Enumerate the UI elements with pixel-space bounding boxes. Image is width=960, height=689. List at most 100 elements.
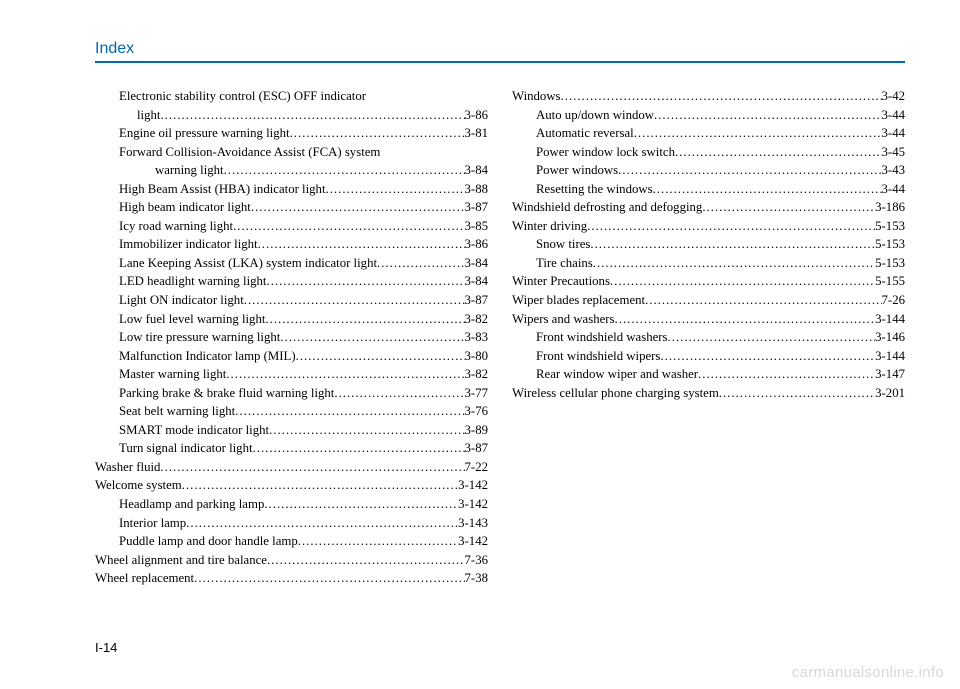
entry-label: Winter driving — [512, 217, 587, 236]
entry-label: Automatic reversal — [536, 124, 634, 143]
index-entry: Power window lock switch 3-45 — [512, 143, 905, 162]
entry-leader — [296, 347, 465, 366]
entry-label: Engine oil pressure warning light — [119, 124, 290, 143]
entry-label: Malfunction Indicator lamp (MIL) — [119, 347, 296, 366]
entry-label: Front windshield wipers — [536, 347, 660, 366]
entry-leader — [258, 235, 465, 254]
index-entry: Automatic reversal 3-44 — [512, 124, 905, 143]
index-entry: Lane Keeping Assist (LKA) system indicat… — [95, 254, 488, 273]
entry-page: 7-36 — [465, 551, 488, 570]
index-entry: Winter Precautions 5-155 — [512, 272, 905, 291]
entry-label: LED headlight warning light — [119, 272, 267, 291]
entry-leader — [244, 291, 465, 310]
entry-page: 3-44 — [882, 106, 905, 125]
entry-label: Washer fluid — [95, 458, 160, 477]
index-entry: Wheel replacement 7-38 — [95, 569, 488, 588]
entry-leader — [267, 272, 465, 291]
index-entry: Front windshield wipers 3-144 — [512, 347, 905, 366]
entry-page: 3-201 — [875, 384, 905, 403]
entry-label: Headlamp and parking lamp — [119, 495, 264, 514]
entry-leader — [590, 235, 875, 254]
entry-page: 3-81 — [465, 124, 488, 143]
entry-label: High Beam Assist (HBA) indicator light — [119, 180, 326, 199]
entry-label: Winter Precautions — [512, 272, 610, 291]
entry-leader — [593, 254, 875, 273]
entry-page: 3-146 — [875, 328, 905, 347]
entry-label-cont: light — [137, 106, 160, 125]
entry-leader — [267, 551, 465, 570]
index-entry: Immobilizer indicator light 3-86 — [95, 235, 488, 254]
entry-leader — [702, 198, 875, 217]
entry-label: Light ON indicator light — [119, 291, 244, 310]
index-entry: Icy road warning light 3-85 — [95, 217, 488, 236]
entry-leader — [264, 495, 458, 514]
left-column: Electronic stability control (ESC) OFF i… — [95, 87, 488, 588]
entry-leader — [610, 272, 875, 291]
index-entry: Winter driving 5-153 — [512, 217, 905, 236]
entry-label: Low tire pressure warning light — [119, 328, 280, 347]
index-entry: Master warning light 3-82 — [95, 365, 488, 384]
entry-leader — [698, 365, 875, 384]
entry-page: 3-87 — [465, 439, 488, 458]
entry-leader — [587, 217, 875, 236]
entry-page: 3-86 — [465, 106, 488, 125]
entry-page: 3-143 — [458, 514, 488, 533]
entry-label: Rear window wiper and washer — [536, 365, 698, 384]
index-entry: Front windshield washers 3-146 — [512, 328, 905, 347]
entry-leader — [280, 328, 464, 347]
entry-label: Master warning light — [119, 365, 226, 384]
entry-label: Front windshield washers — [536, 328, 668, 347]
entry-leader — [618, 161, 881, 180]
page-header: Index — [95, 40, 905, 69]
index-entry: Auto up/down window 3-44 — [512, 106, 905, 125]
index-entry: Seat belt warning light 3-76 — [95, 402, 488, 421]
entry-page: 3-89 — [465, 421, 488, 440]
entry-page: 5-153 — [875, 217, 905, 236]
index-entry: Wheel alignment and tire balance 7-36 — [95, 551, 488, 570]
entry-page: 3-147 — [875, 365, 905, 384]
page: Index Electronic stability control (ESC)… — [0, 0, 960, 689]
entry-label: High beam indicator light — [119, 198, 251, 217]
content-columns: Electronic stability control (ESC) OFF i… — [95, 87, 905, 588]
index-entry: Parking brake & brake fluid warning ligh… — [95, 384, 488, 403]
index-entry: Engine oil pressure warning light 3-81 — [95, 124, 488, 143]
entry-label: Wipers and washers — [512, 310, 615, 329]
entry-label: Auto up/down window — [536, 106, 654, 125]
entry-page: 3-86 — [465, 235, 488, 254]
entry-leader — [233, 217, 464, 236]
index-entry: Light ON indicator light 3-87 — [95, 291, 488, 310]
entry-label: Welcome system — [95, 476, 182, 495]
entry-page: 3-76 — [465, 402, 488, 421]
entry-page: 3-77 — [465, 384, 488, 403]
entry-leader — [668, 328, 876, 347]
entry-label: Parking brake & brake fluid warning ligh… — [119, 384, 334, 403]
entry-leader — [645, 291, 881, 310]
index-entry: Tire chains 5-153 — [512, 254, 905, 273]
entry-leader — [634, 124, 882, 143]
entry-label: Puddle lamp and door handle lamp — [119, 532, 298, 551]
index-entry: Headlamp and parking lamp 3-142 — [95, 495, 488, 514]
entry-page: 3-45 — [882, 143, 905, 162]
page-number: I-14 — [95, 640, 117, 655]
entry-leader — [160, 106, 464, 125]
index-entry: Resetting the windows 3-44 — [512, 180, 905, 199]
entry-page: 3-44 — [882, 180, 905, 199]
entry-page: 3-83 — [465, 328, 488, 347]
entry-label: Electronic stability control (ESC) OFF i… — [119, 87, 488, 106]
entry-leader — [251, 198, 465, 217]
entry-page: 3-84 — [465, 272, 488, 291]
entry-page: 3-44 — [882, 124, 905, 143]
entry-leader — [675, 143, 882, 162]
entry-page: 3-84 — [465, 161, 488, 180]
entry-leader — [615, 310, 876, 329]
index-entry: Rear window wiper and washer 3-147 — [512, 365, 905, 384]
entry-leader — [182, 476, 458, 495]
entry-page: 3-142 — [458, 476, 488, 495]
index-entry: LED headlight warning light 3-84 — [95, 272, 488, 291]
entry-page: 3-144 — [875, 310, 905, 329]
entry-page: 5-153 — [875, 254, 905, 273]
index-entry: Malfunction Indicator lamp (MIL) 3-80 — [95, 347, 488, 366]
entry-label: Resetting the windows — [536, 180, 653, 199]
entry-leader — [660, 347, 875, 366]
entry-page: 3-87 — [465, 291, 488, 310]
